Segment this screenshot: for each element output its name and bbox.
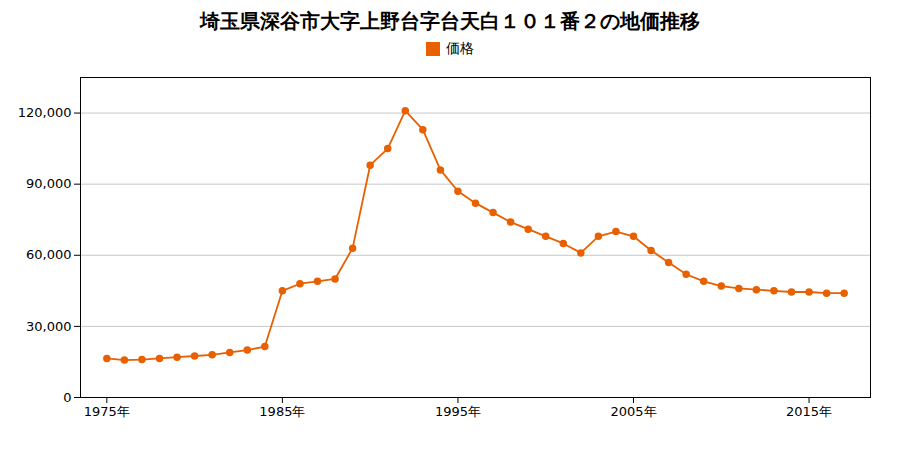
svg-text:1975年: 1975年	[84, 404, 130, 419]
svg-text:60,000: 60,000	[26, 247, 72, 262]
svg-text:120,000: 120,000	[18, 105, 72, 120]
svg-text:30,000: 30,000	[26, 319, 72, 334]
svg-text:0: 0	[63, 390, 71, 405]
svg-text:2005年: 2005年	[610, 404, 656, 419]
svg-text:1995年: 1995年	[435, 404, 481, 419]
html-text:価格: 価格	[446, 40, 474, 56]
svg-text:1985年: 1985年	[259, 404, 305, 419]
html-text:埼玉県深谷市大字上野台字台天白１０１番２の地価推移: 埼玉県深谷市大字上野台字台天白１０１番２の地価推移	[200, 9, 700, 33]
svg-text:2015年: 2015年	[786, 404, 832, 419]
svg-text:90,000: 90,000	[26, 176, 72, 191]
